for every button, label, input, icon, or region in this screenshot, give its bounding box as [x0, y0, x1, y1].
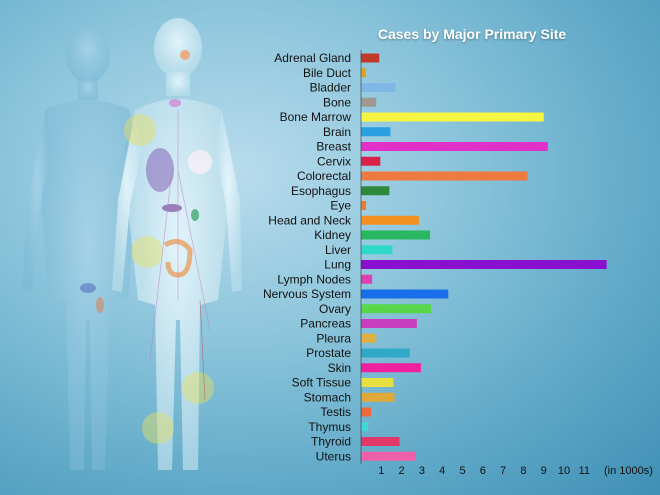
category-label: Nervous System — [263, 287, 351, 301]
x-tick-label: 6 — [480, 465, 486, 477]
bar-eye — [361, 201, 367, 210]
category-label: Ovary — [319, 302, 351, 316]
category-label: Testis — [320, 405, 351, 419]
category-label: Kidney — [314, 228, 351, 242]
category-label: Head and Neck — [268, 213, 352, 227]
bar-cervix — [361, 156, 381, 166]
bar-lung — [361, 260, 607, 269]
category-label: Colorectal — [297, 169, 351, 183]
x-tick-label: 4 — [439, 465, 445, 477]
x-tick-label: 2 — [399, 465, 405, 477]
category-label: Adrenal Gland — [274, 51, 351, 65]
x-tick-label: 8 — [520, 465, 526, 477]
category-label: Thymus — [308, 420, 351, 434]
category-label: Thyroid — [311, 435, 351, 449]
x-tick-label: 1 — [378, 465, 384, 477]
category-label: Cervix — [317, 154, 351, 168]
bar-colorectal — [361, 171, 528, 181]
category-label: Uterus — [316, 449, 351, 463]
category-label: Esophagus — [291, 184, 351, 198]
category-label: Pleura — [316, 331, 351, 345]
bar-bone-marrow — [361, 112, 544, 122]
category-label: Prostate — [306, 346, 351, 360]
bar-pancreas — [361, 319, 417, 328]
bar-liver — [361, 245, 393, 255]
category-label: Lung — [324, 258, 351, 272]
x-tick-label: 7 — [500, 465, 506, 477]
category-label: Breast — [316, 140, 351, 154]
bar-thyroid — [361, 437, 400, 446]
bar-bladder — [361, 83, 396, 92]
bar-soft-tissue — [361, 378, 394, 387]
bar-esophagus — [361, 186, 390, 196]
bar-thymus — [361, 422, 369, 432]
category-label: Pancreas — [300, 317, 351, 331]
category-label: Bone — [323, 95, 351, 109]
category-label: Liver — [325, 243, 351, 257]
category-label: Brain — [323, 125, 351, 139]
category-label: Bone Marrow — [280, 110, 352, 124]
bar-prostate — [361, 348, 410, 358]
x-tick-label: 10 — [558, 465, 570, 477]
category-label: Soft Tissue — [292, 376, 352, 390]
bar-kidney — [361, 230, 431, 240]
category-label: Bladder — [310, 81, 351, 95]
x-tick-label: 5 — [459, 465, 465, 477]
category-label: Eye — [330, 199, 351, 213]
bar-adrenal-gland — [361, 53, 380, 63]
bar-pleura — [361, 333, 377, 343]
bar-lymph-nodes — [361, 274, 373, 284]
organ-markers — [80, 50, 214, 444]
bar-head-and-neck — [361, 215, 419, 225]
x-tick-label: 3 — [419, 465, 425, 477]
bar-stomach — [361, 392, 395, 402]
category-label: Lymph Nodes — [277, 272, 351, 286]
bar-breast — [361, 142, 548, 151]
x-unit-label: (in 1000s) — [604, 465, 653, 477]
bar-bile-duct — [361, 68, 367, 78]
human-body-illustration — [22, 18, 242, 470]
x-tick-label: 11 — [579, 465, 590, 477]
bar-testis — [361, 407, 372, 417]
category-label: Skin — [328, 361, 351, 375]
category-label: Bile Duct — [303, 66, 352, 80]
bar-skin — [361, 363, 421, 373]
bar-nervous-system — [361, 289, 449, 299]
category-label: Stomach — [304, 390, 351, 404]
x-tick-label: 9 — [541, 465, 547, 477]
bar-bone — [361, 97, 377, 107]
bar-uterus — [361, 451, 416, 461]
bar-ovary — [361, 304, 432, 314]
bar-brain — [361, 127, 391, 137]
chart-title: Cases by Major Primary Site — [377, 26, 567, 42]
